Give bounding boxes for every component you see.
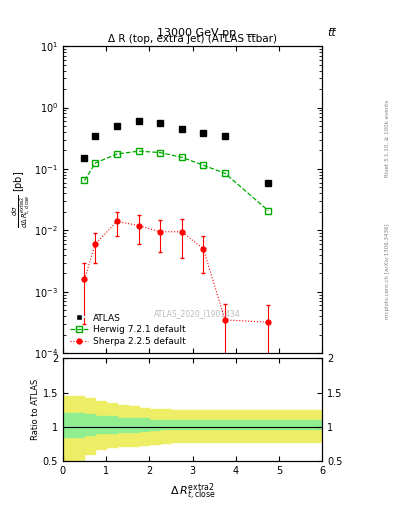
Legend: ATLAS, Herwig 7.2.1 default, Sherpa 2.2.5 default: ATLAS, Herwig 7.2.1 default, Sherpa 2.2.…: [67, 311, 188, 349]
Y-axis label: $\frac{d\sigma}{d\Delta\,R_{t,close}^{extra2}}$ [pb]: $\frac{d\sigma}{d\Delta\,R_{t,close}^{ex…: [11, 171, 33, 228]
Y-axis label: Ratio to ATLAS: Ratio to ATLAS: [31, 379, 40, 440]
Text: mcplots.cern.ch [arXiv:1306.3436]: mcplots.cern.ch [arXiv:1306.3436]: [385, 224, 389, 319]
X-axis label: $\Delta\,R_{t,\mathrm{close}}^{\mathrm{extra2}}$: $\Delta\,R_{t,\mathrm{close}}^{\mathrm{e…: [170, 481, 215, 502]
Text: tt̅: tt̅: [327, 28, 336, 38]
Title: Δ R (top, extra jet) (ATLAS t̅t̅bar): Δ R (top, extra jet) (ATLAS t̅t̅bar): [108, 34, 277, 44]
Text: Rivet 3.1.10, ≥ 100k events: Rivet 3.1.10, ≥ 100k events: [385, 100, 389, 177]
Text: ATLAS_2020_I1901434: ATLAS_2020_I1901434: [154, 309, 241, 318]
Text: 13000 GeV pp: 13000 GeV pp: [157, 28, 236, 38]
